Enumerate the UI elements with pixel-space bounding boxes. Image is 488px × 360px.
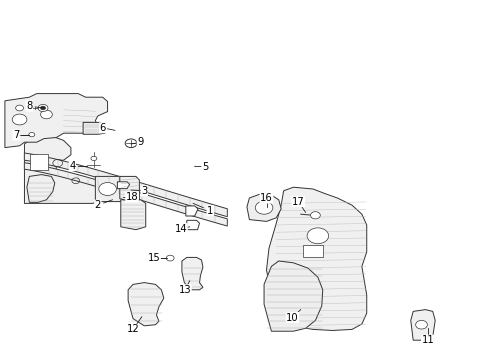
Polygon shape: [128, 283, 163, 326]
Text: 2: 2: [94, 200, 101, 210]
Text: 5: 5: [202, 162, 208, 172]
Text: 4: 4: [69, 161, 75, 171]
Polygon shape: [264, 261, 322, 331]
Circle shape: [125, 139, 137, 148]
Polygon shape: [186, 220, 199, 230]
Circle shape: [306, 228, 328, 244]
Circle shape: [41, 110, 52, 119]
Polygon shape: [24, 153, 227, 217]
Circle shape: [41, 106, 45, 110]
Circle shape: [29, 132, 35, 137]
Polygon shape: [24, 137, 102, 203]
Text: 6: 6: [99, 123, 106, 133]
Text: 11: 11: [421, 335, 433, 345]
Polygon shape: [95, 176, 132, 202]
Text: 12: 12: [126, 324, 139, 334]
Text: 8: 8: [26, 101, 32, 111]
Polygon shape: [27, 175, 55, 202]
Polygon shape: [303, 245, 322, 257]
Text: 1: 1: [206, 206, 213, 216]
Text: 13: 13: [178, 285, 191, 295]
Polygon shape: [182, 257, 203, 290]
Circle shape: [255, 201, 272, 214]
Circle shape: [38, 104, 48, 112]
Text: 16: 16: [260, 193, 272, 203]
Text: 3: 3: [141, 186, 147, 196]
Polygon shape: [117, 182, 129, 189]
Circle shape: [91, 156, 97, 161]
Polygon shape: [121, 200, 145, 230]
Circle shape: [12, 114, 27, 125]
Polygon shape: [120, 176, 139, 202]
Circle shape: [166, 255, 174, 261]
Text: 17: 17: [291, 197, 304, 207]
Polygon shape: [30, 154, 48, 170]
Text: 18: 18: [125, 192, 138, 202]
Circle shape: [415, 320, 427, 329]
Polygon shape: [266, 187, 366, 330]
Circle shape: [310, 212, 320, 219]
Polygon shape: [24, 163, 227, 226]
Polygon shape: [185, 206, 198, 216]
Circle shape: [99, 183, 116, 195]
Polygon shape: [246, 194, 281, 221]
Polygon shape: [410, 310, 434, 340]
Text: 14: 14: [174, 224, 187, 234]
Text: 7: 7: [13, 130, 20, 140]
Circle shape: [16, 105, 23, 111]
Polygon shape: [5, 94, 107, 148]
Text: 10: 10: [285, 312, 298, 323]
Text: 15: 15: [147, 253, 160, 263]
Polygon shape: [83, 122, 105, 134]
Text: 9: 9: [137, 137, 143, 147]
